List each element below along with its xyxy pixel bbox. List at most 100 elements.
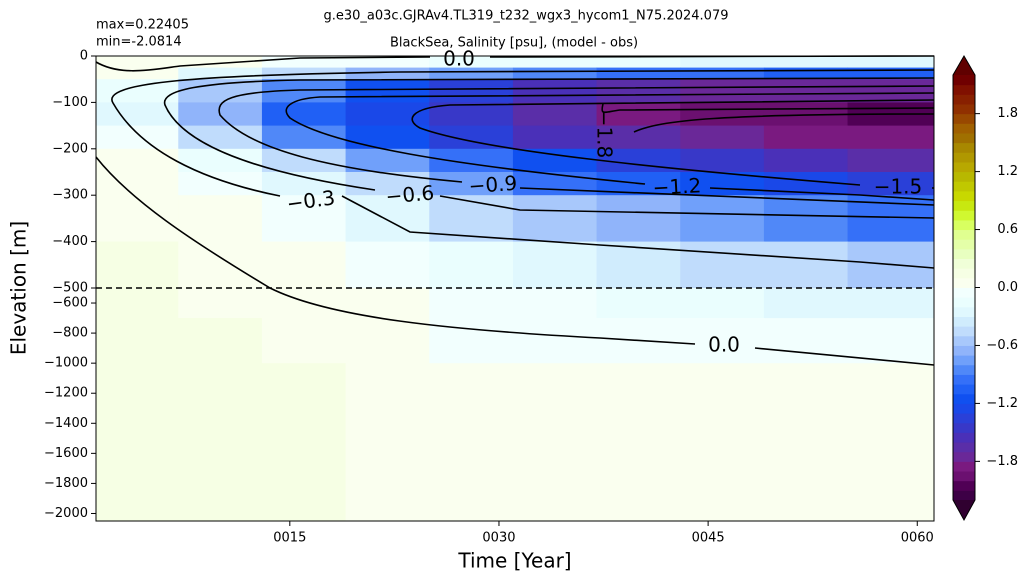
y-tick-label: −1800	[44, 476, 88, 491]
colorbar-extend-over	[953, 56, 975, 75]
colorbar-segment	[953, 113, 975, 124]
cell	[763, 79, 849, 103]
colorbar-segment	[953, 219, 975, 231]
y-tick-label: −300	[52, 188, 88, 203]
cell	[261, 148, 347, 173]
cell	[345, 125, 430, 150]
cell	[429, 288, 514, 319]
cell	[596, 125, 681, 150]
y-tick-label: −2000	[44, 506, 88, 521]
y-tick-label: −500	[52, 281, 88, 296]
cell	[96, 195, 179, 243]
cell	[96, 102, 179, 127]
colorbar-segment	[953, 451, 975, 462]
cell	[96, 241, 179, 289]
cell	[847, 288, 935, 319]
cell	[512, 102, 598, 127]
cell	[596, 79, 681, 103]
cell	[512, 318, 598, 364]
cell	[345, 318, 430, 364]
colorbar-segment	[953, 248, 975, 260]
colorbar-tick-label: −0.6	[986, 338, 1018, 353]
cell	[261, 288, 347, 319]
cell	[429, 172, 514, 196]
y-tick-label: −1600	[44, 446, 88, 461]
cell	[596, 56, 681, 69]
cell	[178, 241, 263, 289]
contour-line	[601, 103, 935, 133]
x-axis-label: Time [Year]	[457, 549, 571, 573]
colorbar-segment	[953, 200, 975, 211]
cell	[512, 79, 598, 103]
cell	[512, 288, 598, 319]
contour-label: 0.0	[443, 47, 475, 71]
colorbar-segment	[953, 355, 975, 366]
cell	[680, 318, 765, 364]
cell	[178, 195, 263, 243]
cell	[763, 241, 849, 289]
cell	[763, 148, 849, 173]
colorbar-segment	[953, 480, 975, 491]
x-tick-label: 0060	[901, 531, 934, 546]
colorbar-segment	[953, 152, 975, 163]
contour-line	[218, 85, 935, 206]
cell	[680, 288, 765, 319]
colorbar-segment	[953, 364, 975, 375]
y-tick-label: 0	[80, 49, 88, 64]
cell	[96, 56, 179, 69]
contour-line	[285, 92, 935, 201]
contour-label: −1.5	[874, 175, 923, 199]
cell	[261, 172, 347, 196]
contour-line	[163, 77, 935, 219]
cell	[96, 172, 179, 196]
colorbar-segment	[953, 123, 975, 134]
colorbar-segment	[953, 190, 975, 202]
colorbar-segment	[953, 374, 975, 385]
cell	[596, 241, 681, 289]
colorbar-segment	[953, 432, 975, 443]
colorbar-frame	[952, 55, 976, 522]
colorbar-tick-label: 0.6	[997, 222, 1018, 237]
colorbar-segment	[953, 471, 975, 482]
colorbar-segment	[953, 297, 975, 308]
chart-title: g.e30_a03c.GJRAv4.TL319_t232_wgx3_hycom1…	[323, 9, 728, 24]
cell	[680, 125, 765, 150]
cell	[512, 67, 598, 80]
y-tick-label: −1200	[44, 386, 88, 401]
colorbar-segment	[953, 142, 975, 153]
colorbar-segment	[953, 335, 975, 346]
colorbar-segment	[953, 171, 975, 182]
y-tick-label: −600	[52, 296, 88, 311]
colorbar-segment	[953, 239, 975, 250]
cell	[512, 148, 598, 173]
cell	[345, 288, 430, 319]
cell	[680, 195, 765, 243]
colorbar-segment	[953, 413, 975, 424]
chart-subtitle: BlackSea, Salinity [psu], (model - obs)	[390, 36, 638, 51]
cell	[96, 125, 179, 150]
cell	[763, 125, 849, 150]
colorbar-segment	[953, 132, 975, 144]
cell	[680, 56, 765, 69]
cell	[763, 56, 849, 69]
cell	[847, 172, 935, 196]
colorbar-segment	[953, 287, 975, 298]
cell	[261, 241, 347, 289]
cell	[178, 172, 263, 196]
cell	[429, 56, 514, 69]
cell	[345, 67, 430, 80]
colorbar-segment	[953, 345, 975, 356]
cell	[847, 148, 935, 173]
contour-label: −1.2	[652, 173, 702, 200]
cell	[680, 241, 765, 289]
cell	[261, 102, 347, 127]
colorbar-tick-label: 0.0	[997, 280, 1018, 295]
cell	[847, 125, 935, 150]
cell	[680, 79, 765, 103]
cell	[763, 288, 849, 319]
contour-label: −0.9	[468, 171, 518, 198]
colorbar-segment	[953, 306, 975, 317]
cell	[847, 56, 935, 69]
cell	[512, 56, 598, 69]
